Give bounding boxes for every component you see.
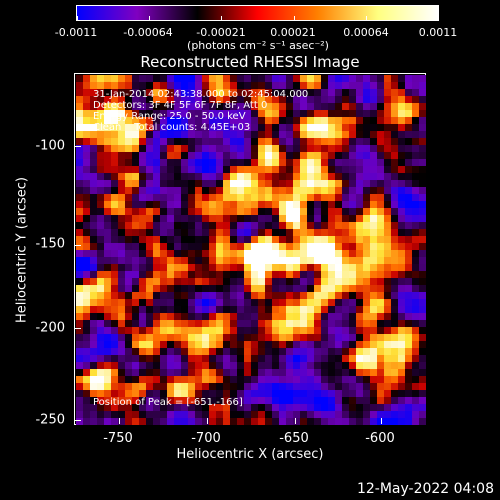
rhessi-image [76, 75, 426, 425]
colorbar-gradient [77, 6, 438, 20]
colorbar-tick-label: 0.00021 [270, 26, 316, 39]
y-tick-label: -250 [35, 412, 65, 428]
colorbar-tick-label: 0.0011 [418, 26, 458, 39]
info-line-energy: Energy Range: 25.0 - 50.0 keV [93, 111, 246, 122]
colorbar-tick-label: 0.00064 [343, 26, 389, 39]
info-line-time: 31-Jan-2014 02:43:38.000 to 02:45:04.000 [93, 89, 309, 100]
y-axis-label: Heliocentric Y (arcsec) [14, 177, 30, 323]
peak-position-label: Position of Peak = [-651,-166] [93, 397, 243, 408]
y-tick-label: -100 [35, 138, 65, 154]
image-plot-area: 31-Jan-2014 02:43:38.000 to 02:45:04.000… [74, 73, 426, 425]
y-tick-label: -200 [35, 320, 65, 336]
colorbar [76, 5, 439, 21]
info-line-detectors: Detectors: 3F 4F 5F 6F 7F 8F, Att 0 [93, 100, 268, 111]
info-line-counts: Clean Total counts: 4.45E+03 [93, 122, 251, 133]
x-tick-label: -700 [191, 431, 221, 446]
plot-title: Reconstructed RHESSI Image [140, 53, 360, 71]
colorbar-unit-label: (photons cm⁻² s⁻¹ asec⁻²) [187, 39, 329, 52]
colorbar-tick-label: -0.00064 [123, 26, 173, 39]
colorbar-tick-label: -0.00021 [196, 26, 246, 39]
y-tick-label: -150 [35, 236, 65, 252]
x-tick-label: -750 [103, 431, 133, 446]
x-tick-label: -650 [279, 431, 309, 446]
date-stamp: 12-May-2022 04:08 [356, 481, 494, 497]
x-axis-label: Heliocentric X (arcsec) [176, 447, 324, 462]
colorbar-tick-label: -0.0011 [54, 26, 98, 39]
x-tick-label: -600 [365, 431, 395, 446]
